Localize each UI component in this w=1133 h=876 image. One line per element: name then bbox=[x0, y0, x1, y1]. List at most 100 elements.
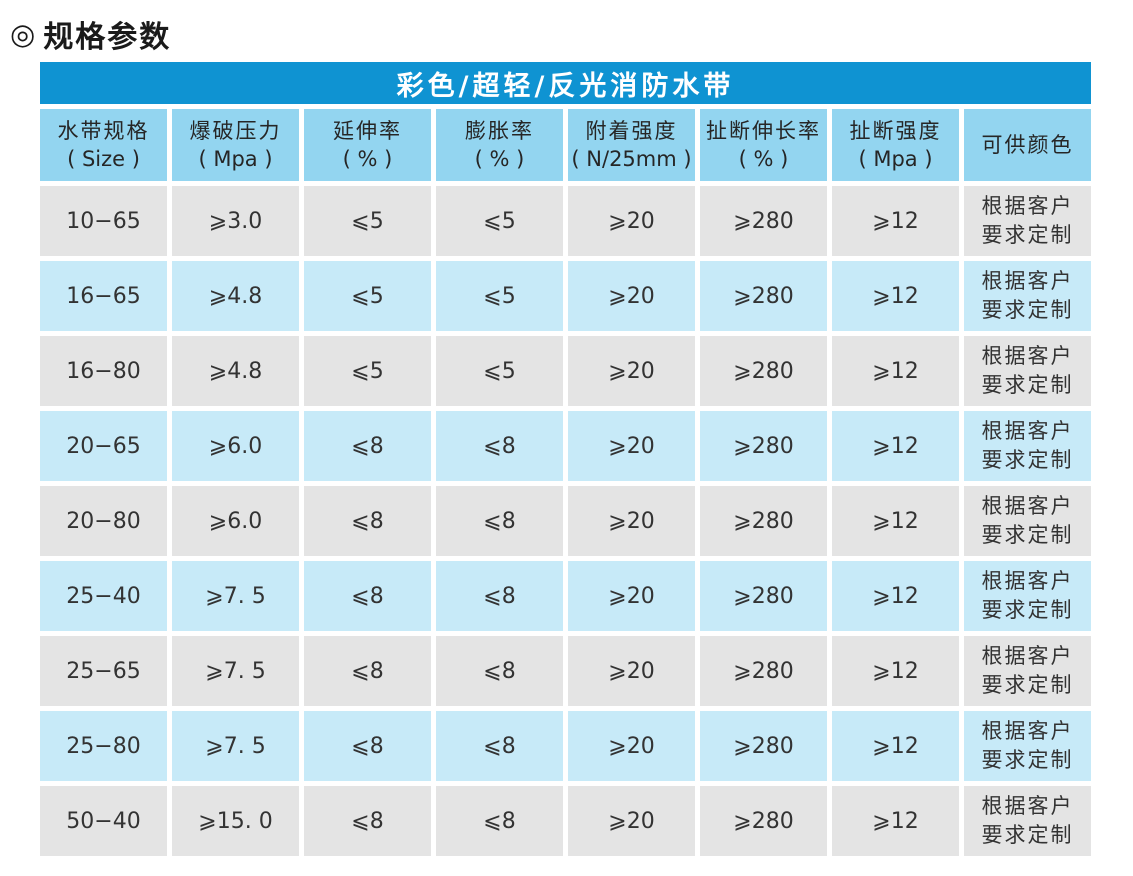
cell-adhesion: ⩾20 bbox=[568, 411, 695, 481]
cell-break-elongation: ⩾280 bbox=[700, 336, 827, 406]
column-header-unit: ( % ) bbox=[342, 147, 393, 171]
column-header-label: 附着强度 bbox=[585, 118, 678, 143]
cell-size: 16−65 bbox=[40, 261, 167, 331]
cell-break-strength: ⩾12 bbox=[832, 486, 959, 556]
table-row: 16−65 ⩾4.8 ⩽5 ⩽5 ⩾20 ⩾280 ⩾12 根据客户 要求定制 bbox=[40, 261, 1091, 331]
cell-elongation: ⩽8 bbox=[304, 711, 431, 781]
cell-size: 20−65 bbox=[40, 411, 167, 481]
cell-burst-pressure: ⩾7. 5 bbox=[172, 561, 299, 631]
table-row: 25−80 ⩾7. 5 ⩽8 ⩽8 ⩾20 ⩾280 ⩾12 根据客户 要求定制 bbox=[40, 711, 1091, 781]
cell-break-elongation: ⩾280 bbox=[700, 186, 827, 256]
column-header-row: 水带规格 ( Size ) 爆破压力 ( Mpa ) 延伸率 ( % ) 膨胀率… bbox=[40, 109, 1091, 181]
cell-expansion: ⩽8 bbox=[436, 636, 563, 706]
cell-adhesion: ⩾20 bbox=[568, 486, 695, 556]
column-header-adhesion: 附着强度 ( N/25mm ) bbox=[568, 109, 695, 181]
cell-break-strength: ⩾12 bbox=[832, 711, 959, 781]
column-header-unit: ( % ) bbox=[474, 147, 525, 171]
cell-size: 25−80 bbox=[40, 711, 167, 781]
cell-burst-pressure: ⩾6.0 bbox=[172, 411, 299, 481]
table-row: 20−65 ⩾6.0 ⩽8 ⩽8 ⩾20 ⩾280 ⩾12 根据客户 要求定制 bbox=[40, 411, 1091, 481]
column-header-label: 扯断伸长率 bbox=[706, 118, 821, 143]
cell-break-elongation: ⩾280 bbox=[700, 636, 827, 706]
table-row: 50−40 ⩾15. 0 ⩽8 ⩽8 ⩾20 ⩾280 ⩾12 根据客户 要求定… bbox=[40, 786, 1091, 856]
cell-burst-pressure: ⩾6.0 bbox=[172, 486, 299, 556]
cell-elongation: ⩽8 bbox=[304, 636, 431, 706]
column-header-unit: ( Mpa ) bbox=[858, 147, 933, 171]
spec-table-container: 彩色/超轻/反光消防水带 水带规格 ( Size ) 爆破压力 ( Mpa ) … bbox=[40, 62, 1091, 857]
cell-available-colors: 根据客户 要求定制 bbox=[964, 486, 1091, 556]
cell-adhesion: ⩾20 bbox=[568, 186, 695, 256]
cell-break-strength: ⩾12 bbox=[832, 336, 959, 406]
cell-burst-pressure: ⩾7. 5 bbox=[172, 636, 299, 706]
cell-available-colors: 根据客户 要求定制 bbox=[964, 711, 1091, 781]
cell-burst-pressure: ⩾4.8 bbox=[172, 336, 299, 406]
column-header-expansion: 膨胀率 ( % ) bbox=[436, 109, 563, 181]
cell-burst-pressure: ⩾7. 5 bbox=[172, 711, 299, 781]
column-header-break-strength: 扯断强度 ( Mpa ) bbox=[832, 109, 959, 181]
cell-burst-pressure: ⩾15. 0 bbox=[172, 786, 299, 856]
cell-adhesion: ⩾20 bbox=[568, 561, 695, 631]
cell-size: 20−80 bbox=[40, 486, 167, 556]
cell-available-colors: 根据客户 要求定制 bbox=[964, 261, 1091, 331]
cell-break-elongation: ⩾280 bbox=[700, 561, 827, 631]
cell-break-strength: ⩾12 bbox=[832, 561, 959, 631]
cell-elongation: ⩽8 bbox=[304, 561, 431, 631]
column-header-break-elongation: 扯断伸长率 ( % ) bbox=[700, 109, 827, 181]
table-title-banner: 彩色/超轻/反光消防水带 bbox=[40, 62, 1091, 104]
cell-size: 10−65 bbox=[40, 186, 167, 256]
table-row: 25−40 ⩾7. 5 ⩽8 ⩽8 ⩾20 ⩾280 ⩾12 根据客户 要求定制 bbox=[40, 561, 1091, 631]
cell-break-elongation: ⩾280 bbox=[700, 261, 827, 331]
cell-adhesion: ⩾20 bbox=[568, 711, 695, 781]
cell-expansion: ⩽5 bbox=[436, 186, 563, 256]
cell-available-colors: 根据客户 要求定制 bbox=[964, 336, 1091, 406]
cell-adhesion: ⩾20 bbox=[568, 261, 695, 331]
cell-elongation: ⩽8 bbox=[304, 486, 431, 556]
cell-adhesion: ⩾20 bbox=[568, 786, 695, 856]
cell-expansion: ⩽8 bbox=[436, 486, 563, 556]
spec-table: 彩色/超轻/反光消防水带 水带规格 ( Size ) 爆破压力 ( Mpa ) … bbox=[40, 62, 1091, 857]
cell-break-elongation: ⩾280 bbox=[700, 786, 827, 856]
cell-available-colors: 根据客户 要求定制 bbox=[964, 411, 1091, 481]
table-row: 16−80 ⩾4.8 ⩽5 ⩽5 ⩾20 ⩾280 ⩾12 根据客户 要求定制 bbox=[40, 336, 1091, 406]
cell-break-elongation: ⩾280 bbox=[700, 486, 827, 556]
cell-expansion: ⩽8 bbox=[436, 561, 563, 631]
column-header-label: 延伸率 bbox=[333, 118, 402, 143]
cell-available-colors: 根据客户 要求定制 bbox=[964, 636, 1091, 706]
cell-expansion: ⩽5 bbox=[436, 336, 563, 406]
cell-break-elongation: ⩾280 bbox=[700, 411, 827, 481]
cell-elongation: ⩽8 bbox=[304, 411, 431, 481]
section-bullet-icon: ◎ bbox=[10, 16, 38, 51]
column-header-available-colors: 可供颜色 bbox=[964, 109, 1091, 181]
cell-available-colors: 根据客户 要求定制 bbox=[964, 786, 1091, 856]
column-header-label: 扯断强度 bbox=[849, 118, 942, 143]
column-header-label: 膨胀率 bbox=[465, 118, 534, 143]
cell-available-colors: 根据客户 要求定制 bbox=[964, 561, 1091, 631]
column-header-size: 水带规格 ( Size ) bbox=[40, 109, 167, 181]
column-header-unit: ( N/25mm ) bbox=[571, 147, 692, 171]
cell-size: 16−80 bbox=[40, 336, 167, 406]
cell-expansion: ⩽8 bbox=[436, 711, 563, 781]
cell-break-elongation: ⩾280 bbox=[700, 711, 827, 781]
table-row: 10−65 ⩾3.0 ⩽5 ⩽5 ⩾20 ⩾280 ⩾12 根据客户 要求定制 bbox=[40, 186, 1091, 256]
cell-available-colors: 根据客户 要求定制 bbox=[964, 186, 1091, 256]
cell-adhesion: ⩾20 bbox=[568, 336, 695, 406]
column-header-elongation: 延伸率 ( % ) bbox=[304, 109, 431, 181]
cell-elongation: ⩽5 bbox=[304, 186, 431, 256]
column-header-unit: ( Size ) bbox=[67, 147, 140, 171]
cell-burst-pressure: ⩾3.0 bbox=[172, 186, 299, 256]
cell-expansion: ⩽8 bbox=[436, 786, 563, 856]
cell-break-strength: ⩾12 bbox=[832, 786, 959, 856]
cell-size: 25−40 bbox=[40, 561, 167, 631]
cell-break-strength: ⩾12 bbox=[832, 261, 959, 331]
cell-burst-pressure: ⩾4.8 bbox=[172, 261, 299, 331]
cell-expansion: ⩽5 bbox=[436, 261, 563, 331]
table-row: 25−65 ⩾7. 5 ⩽8 ⩽8 ⩾20 ⩾280 ⩾12 根据客户 要求定制 bbox=[40, 636, 1091, 706]
cell-adhesion: ⩾20 bbox=[568, 636, 695, 706]
cell-expansion: ⩽8 bbox=[436, 411, 563, 481]
section-title-text: 规格参数 bbox=[43, 20, 172, 55]
column-header-burst-pressure: 爆破压力 ( Mpa ) bbox=[172, 109, 299, 181]
cell-break-strength: ⩾12 bbox=[832, 636, 959, 706]
column-header-label: 可供颜色 bbox=[981, 132, 1074, 157]
table-row: 20−80 ⩾6.0 ⩽8 ⩽8 ⩾20 ⩾280 ⩾12 根据客户 要求定制 bbox=[40, 486, 1091, 556]
cell-elongation: ⩽5 bbox=[304, 336, 431, 406]
